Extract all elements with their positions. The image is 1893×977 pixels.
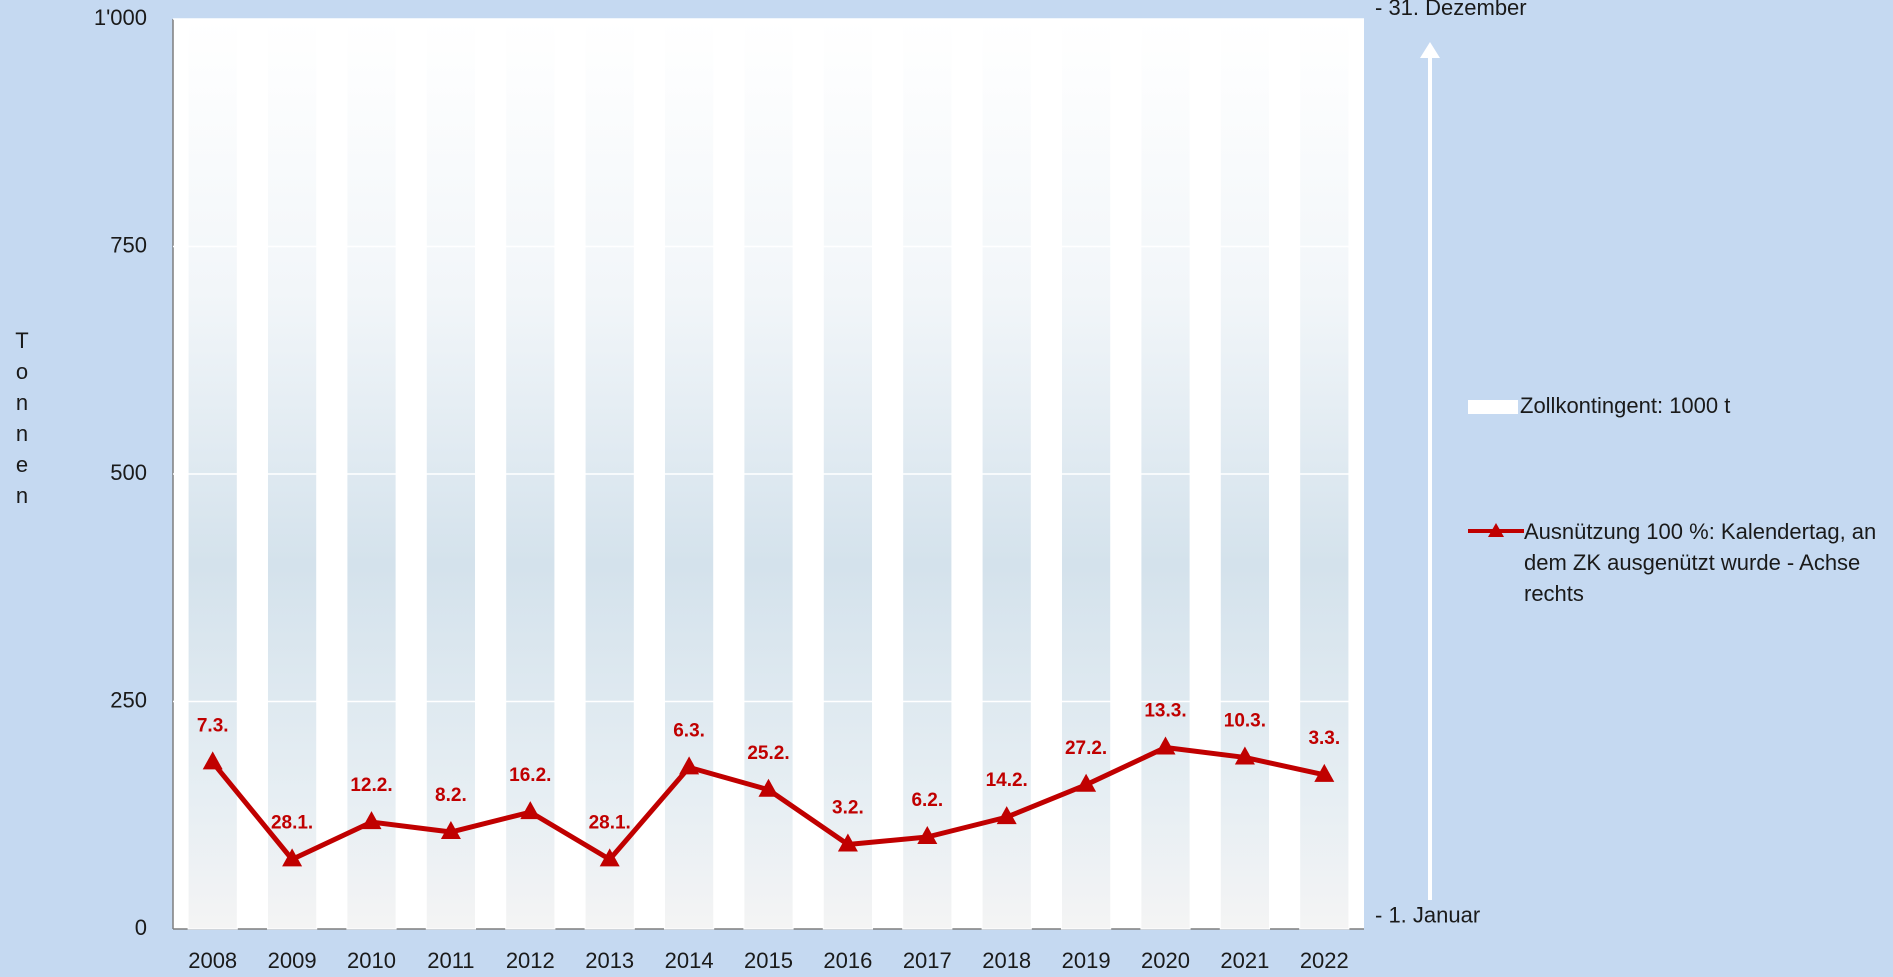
x-tick-label: 2009 bbox=[268, 948, 317, 973]
y-tick-label: 750 bbox=[110, 232, 147, 257]
marker bbox=[1155, 736, 1176, 755]
y-tick-label: 500 bbox=[110, 460, 147, 485]
legend-label: Zollkontingent: 1000 t bbox=[1520, 393, 1731, 418]
legend-bar: Zollkontingent: 1000 t bbox=[1468, 390, 1730, 421]
marker bbox=[202, 751, 223, 770]
x-tick-label: 2019 bbox=[1062, 948, 1111, 973]
legend-line: Ausnützung 100 %: Kalendertag, an dem ZK… bbox=[1468, 516, 1888, 609]
x-tick-label: 2010 bbox=[347, 948, 396, 973]
legend-label: Ausnützung 100 %: Kalendertag, an dem ZK… bbox=[1524, 519, 1877, 606]
data-label: 3.2. bbox=[832, 797, 864, 818]
marker bbox=[996, 806, 1017, 825]
x-tick-label: 2020 bbox=[1141, 948, 1190, 973]
x-tick-label: 2016 bbox=[823, 948, 872, 973]
legend-swatch bbox=[1468, 400, 1518, 415]
marker bbox=[1076, 773, 1097, 792]
marker bbox=[1314, 763, 1335, 782]
data-label: 10.3. bbox=[1224, 710, 1266, 731]
data-label: 27.2. bbox=[1065, 738, 1107, 759]
marker bbox=[837, 833, 858, 852]
y-tick-label: 250 bbox=[110, 687, 147, 712]
x-tick-label: 2013 bbox=[585, 948, 634, 973]
x-tick-label: 2014 bbox=[665, 948, 714, 973]
data-label: 13.3. bbox=[1144, 701, 1186, 722]
x-tick-label: 2021 bbox=[1220, 948, 1269, 973]
y2-tick-label: - 31. Dezember bbox=[1375, 0, 1527, 20]
x-tick-label: 2012 bbox=[506, 948, 555, 973]
x-tick-label: 2011 bbox=[427, 948, 474, 973]
legend-swatch bbox=[1468, 523, 1524, 537]
marker bbox=[282, 848, 303, 867]
x-tick-label: 2018 bbox=[982, 948, 1031, 973]
marker bbox=[599, 848, 620, 867]
marker bbox=[917, 826, 938, 845]
marker bbox=[679, 756, 700, 775]
data-label: 6.2. bbox=[911, 790, 943, 811]
marker bbox=[440, 821, 461, 840]
x-tick-label: 2022 bbox=[1300, 948, 1349, 973]
marker bbox=[1234, 746, 1255, 765]
x-tick-label: 2008 bbox=[188, 948, 237, 973]
data-label: 6.3. bbox=[673, 720, 705, 741]
y-tick-label: 0 bbox=[135, 915, 147, 940]
data-label: 7.3. bbox=[197, 715, 229, 736]
data-label: 28.1. bbox=[589, 812, 631, 833]
y2-tick-label: - 1. Januar bbox=[1375, 902, 1480, 927]
marker bbox=[361, 811, 382, 830]
data-label: 3.3. bbox=[1308, 728, 1340, 749]
y-tick-label: 1'000 bbox=[94, 5, 147, 30]
data-label: 28.1. bbox=[271, 812, 313, 833]
data-label: 16.2. bbox=[509, 765, 551, 786]
marker bbox=[758, 778, 779, 797]
data-label: 25.2. bbox=[747, 743, 789, 764]
data-label: 8.2. bbox=[435, 785, 467, 806]
arrow-head bbox=[1420, 42, 1440, 58]
y-axis-label: Tonnen bbox=[15, 328, 29, 508]
x-tick-label: 2017 bbox=[903, 948, 952, 973]
x-tick-label: 2015 bbox=[744, 948, 793, 973]
marker bbox=[520, 801, 541, 820]
data-label: 12.2. bbox=[350, 775, 392, 796]
data-label: 14.2. bbox=[986, 770, 1028, 791]
